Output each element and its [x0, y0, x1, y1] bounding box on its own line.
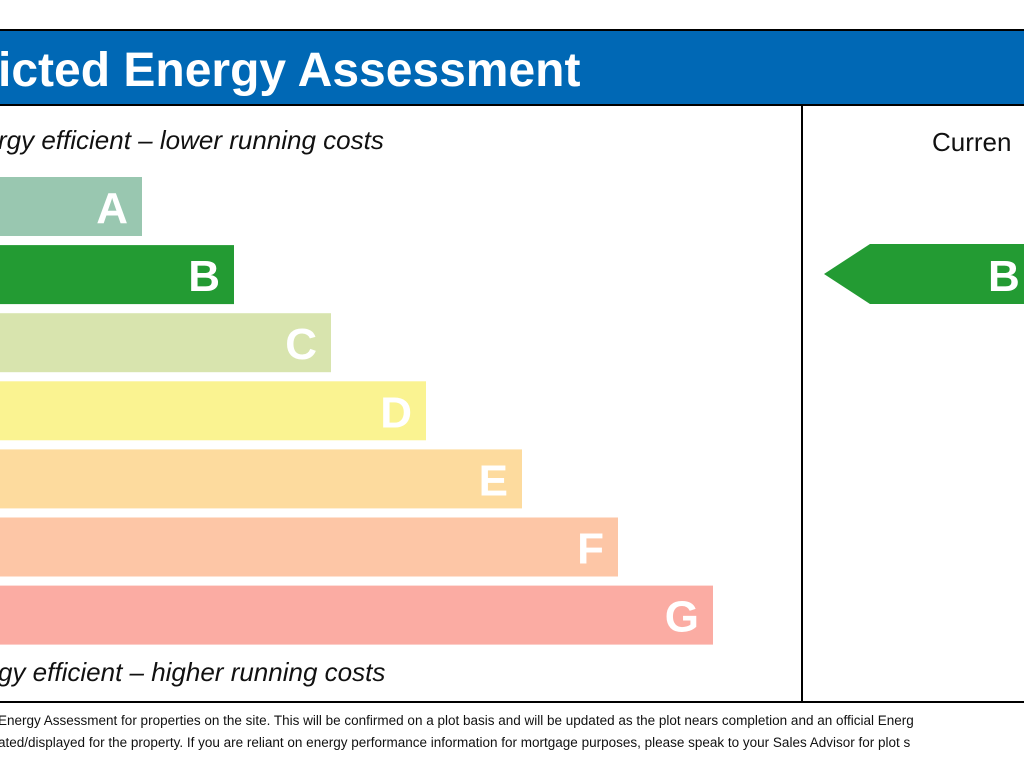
band: [0, 517, 618, 577]
band-letter: G: [665, 593, 699, 642]
band: [0, 449, 522, 509]
band-letter: B: [188, 252, 220, 301]
band-letter: E: [479, 456, 508, 505]
band: [0, 381, 426, 441]
band: [0, 177, 142, 236]
band-letter: A: [96, 184, 128, 233]
band: [0, 313, 331, 373]
current-arrow: [824, 244, 1024, 304]
band-letter: C: [285, 320, 317, 369]
band: [0, 245, 234, 305]
footer-line: ated/displayed for the property. If you …: [0, 735, 910, 750]
band-letter: D: [380, 388, 412, 437]
top-label: rgy efficient – lower running costs: [0, 125, 384, 155]
bottom-label: gy efficient – higher running costs: [0, 657, 385, 687]
current-label: Curren: [932, 127, 1011, 157]
current-rating: B: [988, 252, 1020, 301]
footer-line: Energy Assessment for properties on the …: [0, 713, 914, 728]
band-letter: F: [577, 525, 604, 574]
header-bar: [0, 30, 1024, 105]
bands: A B C D E F G: [0, 177, 713, 645]
band: [0, 585, 713, 645]
title: icted Energy Assessment: [0, 44, 580, 97]
